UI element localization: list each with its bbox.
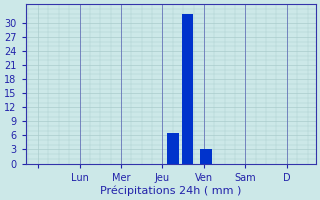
X-axis label: Précipitations 24h ( mm ): Précipitations 24h ( mm ) xyxy=(100,185,242,196)
Bar xyxy=(200,149,212,164)
Bar xyxy=(167,133,179,164)
Bar xyxy=(181,14,193,164)
